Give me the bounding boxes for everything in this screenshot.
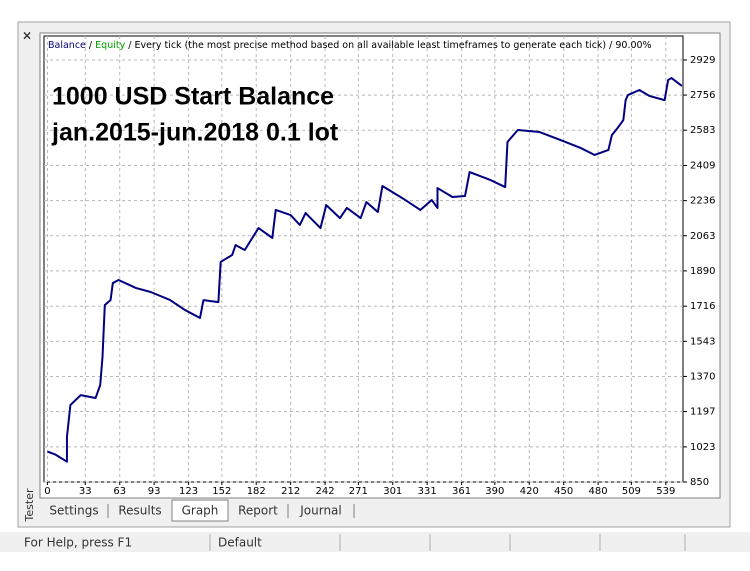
y-tick-label: 2756 <box>690 90 715 101</box>
tab[interactable]: Report <box>238 504 278 518</box>
y-tick-label: 850 <box>690 477 709 488</box>
x-tick-label: 390 <box>485 486 504 497</box>
description: / Every tick (the most precise method ba… <box>128 40 651 51</box>
x-tick-label: 361 <box>452 486 471 497</box>
status-text: For Help, press F1 <box>24 536 132 550</box>
y-tick-label: 2583 <box>690 125 715 136</box>
x-tick-label: 242 <box>316 486 335 497</box>
x-tick-label: 420 <box>520 486 539 497</box>
y-tick-label: 1197 <box>690 407 715 418</box>
x-tick-label: 450 <box>554 486 573 497</box>
tab[interactable]: Graph <box>182 504 219 518</box>
y-tick-label: 2236 <box>690 196 715 207</box>
x-tick-label: 152 <box>212 486 231 497</box>
status-text: Default <box>218 536 262 550</box>
x-tick-label: 509 <box>622 486 641 497</box>
y-tick-label: 1716 <box>690 301 715 312</box>
separator: / <box>89 40 93 51</box>
equity-label: Equity <box>95 40 125 51</box>
x-tick-label: 63 <box>113 486 126 497</box>
y-tick-label: 1370 <box>690 371 715 382</box>
x-tick-label: 0 <box>44 486 50 497</box>
x-tick-label: 480 <box>589 486 608 497</box>
balance-line <box>47 77 683 463</box>
x-tick-label: 539 <box>656 486 675 497</box>
tab-active <box>171 499 229 522</box>
x-tick-label: 331 <box>418 486 437 497</box>
y-tick-label: 2409 <box>690 161 715 172</box>
y-tick-label: 2063 <box>690 231 715 242</box>
x-tick-label: 93 <box>148 486 161 497</box>
y-tick-label: 1543 <box>690 336 715 347</box>
balance-label: Balance <box>48 40 86 51</box>
tab[interactable]: Journal <box>299 504 342 518</box>
tab[interactable]: Settings <box>49 504 98 518</box>
x-tick-label: 123 <box>179 486 198 497</box>
x-tick-label: 271 <box>349 486 368 497</box>
graph-header: Balance / Equity / Every tick (the most … <box>48 40 652 51</box>
annotation: 1000 USD Start Balance <box>52 83 334 111</box>
x-tick-label: 182 <box>247 486 266 497</box>
side-label: Tester <box>23 488 36 522</box>
x-tick-label: 301 <box>383 486 402 497</box>
x-tick-label: 212 <box>281 486 300 497</box>
annotation: jan.2015-jun.2018 0.1 lot <box>51 119 339 147</box>
y-tick-label: 1023 <box>690 442 715 453</box>
close-button[interactable]: × <box>22 29 32 43</box>
status-bar <box>0 532 750 552</box>
x-tick-label: 33 <box>79 486 92 497</box>
y-tick-label: 2929 <box>690 55 715 66</box>
tab[interactable]: Results <box>118 504 161 518</box>
y-tick-label: 1890 <box>690 266 715 277</box>
